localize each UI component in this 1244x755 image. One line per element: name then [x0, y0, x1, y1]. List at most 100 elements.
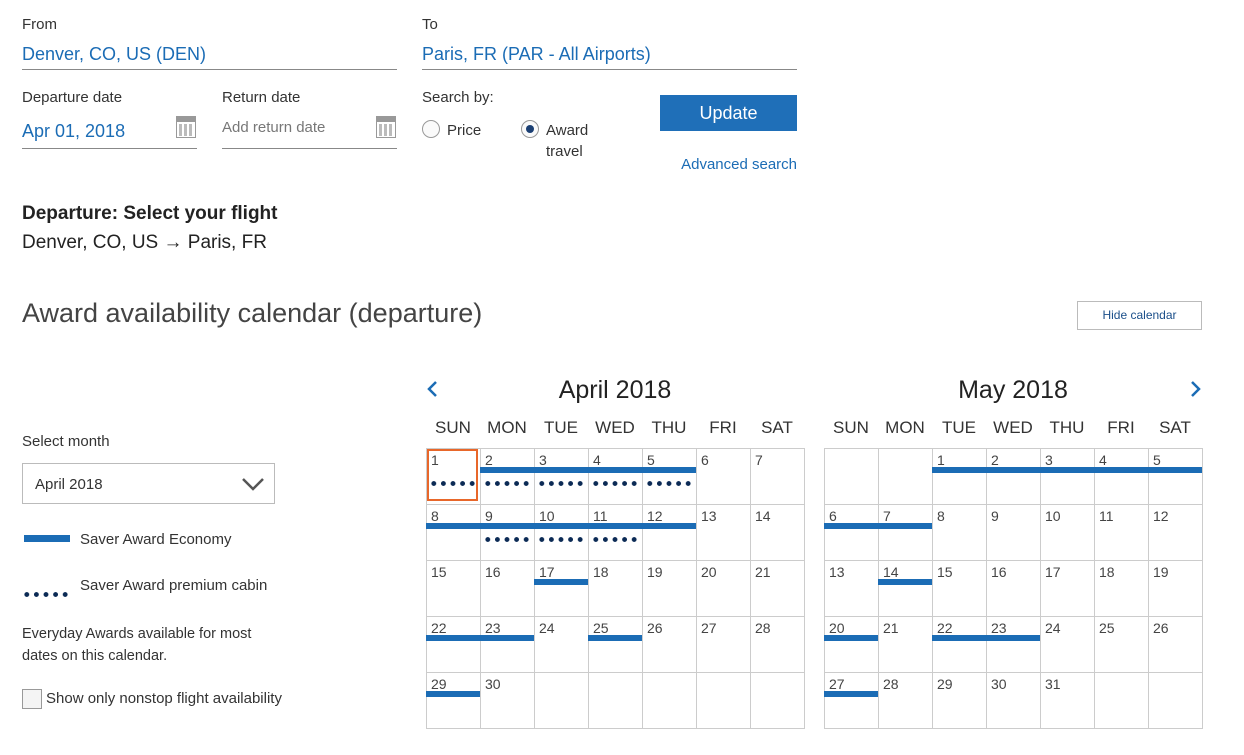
day-cell[interactable]: 23 [986, 616, 1041, 673]
day-cell[interactable]: 29 [932, 672, 987, 729]
day-cell [534, 672, 589, 729]
premium-dots [483, 481, 531, 486]
day-cell[interactable]: 10 [534, 504, 589, 561]
to-input[interactable]: Paris, FR (PAR - All Airports) [422, 44, 651, 64]
day-cell[interactable]: 1 [426, 448, 481, 505]
day-cell[interactable]: 22 [426, 616, 481, 673]
day-cell[interactable]: 14 [878, 560, 933, 617]
day-cell[interactable]: 21 [878, 616, 933, 673]
day-cell[interactable]: 1 [932, 448, 987, 505]
day-number: 21 [883, 620, 899, 636]
calendar-icon[interactable] [176, 116, 196, 138]
day-cell[interactable]: 19 [1148, 560, 1203, 617]
day-cell[interactable]: 9 [986, 504, 1041, 561]
day-cell[interactable]: 26 [642, 616, 697, 673]
day-number: 16 [485, 564, 501, 580]
radio[interactable] [521, 120, 539, 138]
day-cell[interactable]: 15 [426, 560, 481, 617]
day-cell[interactable]: 21 [750, 560, 805, 617]
day-cell[interactable]: 20 [824, 616, 879, 673]
premium-dots [483, 537, 531, 542]
radio-label[interactable]: Price [447, 122, 482, 139]
checkbox[interactable] [22, 689, 42, 709]
day-cell[interactable]: 15 [932, 560, 987, 617]
day-cell[interactable]: 7 [750, 448, 805, 505]
day-cell[interactable]: 28 [750, 616, 805, 673]
day-cell[interactable]: 13 [824, 560, 879, 617]
day-cell[interactable]: 30 [986, 672, 1041, 729]
advanced-search-link[interactable]: Advanced search [681, 156, 797, 173]
day-cell [1094, 672, 1149, 729]
hide-calendar-button[interactable]: Hide calendar [1077, 301, 1202, 330]
underline [22, 148, 197, 149]
day-cell[interactable]: 6 [696, 448, 751, 505]
day-cell[interactable]: 14 [750, 504, 805, 561]
day-number: 29 [431, 676, 447, 692]
day-cell[interactable]: 25 [1094, 616, 1149, 673]
day-cell[interactable]: 7 [878, 504, 933, 561]
day-cell[interactable]: 29 [426, 672, 481, 729]
day-cell[interactable]: 5 [642, 448, 697, 505]
day-cell[interactable]: 22 [932, 616, 987, 673]
day-cell[interactable]: 11 [1094, 504, 1149, 561]
from-input[interactable]: Denver, CO, US (DEN) [22, 44, 207, 64]
day-cell [1148, 672, 1203, 729]
day-cell[interactable]: 2 [986, 448, 1041, 505]
day-cell[interactable]: 17 [534, 560, 589, 617]
day-cell[interactable]: 8 [932, 504, 987, 561]
month-title: April 2018 [558, 376, 672, 404]
day-cell[interactable]: 24 [534, 616, 589, 673]
day-number: 12 [1153, 508, 1169, 524]
day-number: 8 [431, 508, 439, 524]
day-cell[interactable]: 4 [1094, 448, 1149, 505]
day-cell[interactable]: 11 [588, 504, 643, 561]
day-cell[interactable]: 17 [1040, 560, 1095, 617]
day-cell[interactable]: 20 [696, 560, 751, 617]
day-cell[interactable]: 12 [1148, 504, 1203, 561]
day-cell[interactable]: 28 [878, 672, 933, 729]
month-select[interactable]: April 2018 [22, 463, 275, 504]
return-input[interactable]: Add return date [222, 119, 326, 136]
day-cell[interactable]: 8 [426, 504, 481, 561]
day-cell [878, 448, 933, 505]
day-cell[interactable]: 27 [696, 616, 751, 673]
day-cell[interactable]: 18 [1094, 560, 1149, 617]
day-cell[interactable]: 9 [480, 504, 535, 561]
day-number: 23 [991, 620, 1007, 636]
day-cell[interactable]: 3 [1040, 448, 1095, 505]
day-cell[interactable]: 25 [588, 616, 643, 673]
day-cell[interactable]: 3 [534, 448, 589, 505]
day-number: 6 [701, 452, 709, 468]
day-cell[interactable]: 16 [986, 560, 1041, 617]
day-cell[interactable]: 30 [480, 672, 535, 729]
calendar-icon[interactable] [376, 116, 396, 138]
day-number: 12 [647, 508, 663, 524]
day-cell[interactable]: 23 [480, 616, 535, 673]
day-cell[interactable]: 4 [588, 448, 643, 505]
day-cell[interactable]: 31 [1040, 672, 1095, 729]
weekday: TUE [942, 418, 976, 437]
day-cell[interactable]: 24 [1040, 616, 1095, 673]
prev-arrow[interactable] [424, 379, 440, 399]
select-value: April 2018 [35, 476, 103, 493]
day-cell[interactable]: 19 [642, 560, 697, 617]
day-cell[interactable]: 16 [480, 560, 535, 617]
update-button[interactable]: Update [660, 95, 797, 131]
radio-label[interactable]: Award travel [546, 122, 589, 160]
day-cell[interactable]: 2 [480, 448, 535, 505]
day-cell[interactable]: 13 [696, 504, 751, 561]
day-cell[interactable]: 26 [1148, 616, 1203, 673]
day-cell[interactable]: 27 [824, 672, 879, 729]
next-arrow[interactable] [1188, 379, 1204, 399]
day-cell[interactable]: 10 [1040, 504, 1095, 561]
chevron [242, 478, 264, 491]
radio[interactable] [422, 120, 440, 138]
departure-input[interactable]: Apr 01, 2018 [22, 121, 126, 141]
day-cell[interactable]: 12 [642, 504, 697, 561]
day-cell[interactable]: 18 [588, 560, 643, 617]
nonstop-label[interactable]: Show only nonstop flight availability [46, 690, 282, 707]
day-cell[interactable]: 6 [824, 504, 879, 561]
weekday: SAT [761, 418, 793, 437]
day-cell[interactable]: 5 [1148, 448, 1203, 505]
